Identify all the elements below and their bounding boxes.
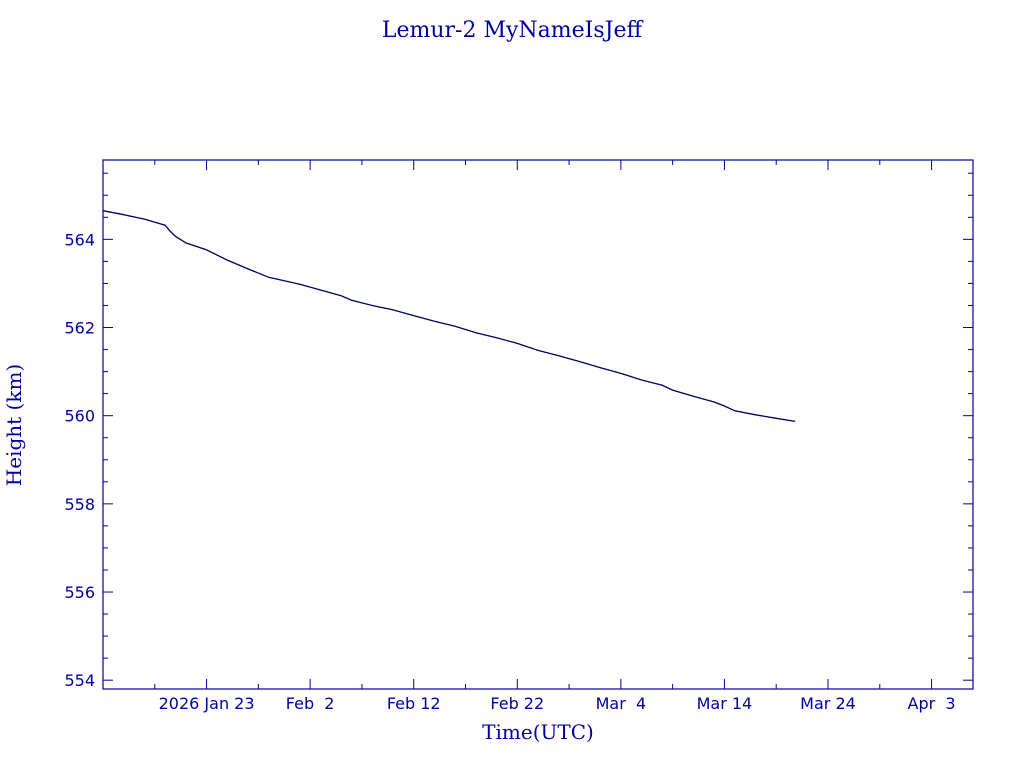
x-axis-label: Time(UTC) xyxy=(482,720,594,744)
y-tick-label: 560 xyxy=(64,407,95,426)
y-tick-label: 564 xyxy=(64,230,95,249)
x-tick-label: Mar 24 xyxy=(800,694,856,713)
x-tick-label: Apr 3 xyxy=(908,694,956,713)
x-tick-label: Feb 2 xyxy=(286,694,335,713)
y-tick-label: 562 xyxy=(64,319,95,338)
y-tick-label: 556 xyxy=(64,583,95,602)
x-tick-label: Mar 4 xyxy=(596,694,647,713)
height-series-line xyxy=(102,210,796,423)
plot-area: 2026 Jan 23 Feb 2 Feb 12 Feb 22 Mar 4 Mar 14 M… xyxy=(64,159,974,713)
plot-frame xyxy=(102,159,974,690)
y-tick-label: 554 xyxy=(64,671,95,690)
y-axis-label: Height (km) xyxy=(2,364,26,486)
chart-title: Lemur-2 MyNameIsJeff xyxy=(382,18,644,43)
x-tick-label: Mar 14 xyxy=(697,694,753,713)
x-tick-label: 2026 Jan 23 xyxy=(159,694,255,713)
y-tick-label: 558 xyxy=(64,495,95,514)
x-tick-label: Feb 22 xyxy=(490,694,544,713)
x-tick-label: Feb 12 xyxy=(387,694,441,713)
